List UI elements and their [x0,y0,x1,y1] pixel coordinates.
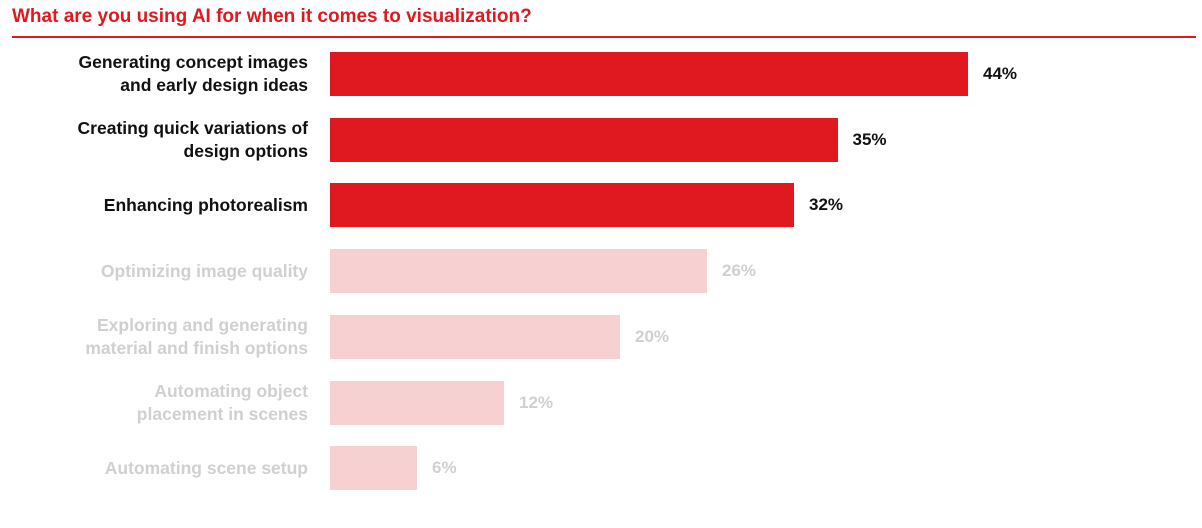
category-label-line: Enhancing photorealism [103,194,308,215]
category-label-line: Creating quick variations of [77,117,308,138]
bar [330,52,968,96]
category-label: Optimizing image quality [0,249,308,293]
bar [330,183,794,228]
value-label: 44% [983,64,1018,83]
category-label-line: Exploring and generating [97,314,308,335]
category-label-line: material and finish options [85,337,308,358]
category-label: Automating scene setup [0,446,308,490]
chart-title: What are you using AI for when it comes … [12,6,532,27]
bar [330,117,838,162]
bar [330,249,707,294]
category-label-line: Automating scene setup [104,457,308,478]
category-label-line: Automating object [154,380,308,401]
category-label-line: design options [183,140,308,161]
value-label: 26% [722,261,757,281]
bar [330,446,417,491]
category-label: Creating quick variations of design optio… [0,118,308,162]
title-underline [12,36,1196,38]
category-label: Exploring and generating material and fin… [0,315,308,359]
value-label: 12% [519,392,554,412]
category-label-line: Generating concept images [78,52,308,72]
bar [330,314,620,359]
category-label: Automating object placement in scenes [0,381,308,425]
category-label-line: Optimizing image quality [100,260,308,281]
bar [330,380,504,425]
category-label: Generating concept images and early desig… [0,52,308,96]
value-label: 20% [635,326,670,346]
category-label: Enhancing photorealism [0,183,308,227]
category-label-line: and early design ideas [120,75,308,95]
category-label-line: placement in scenes [136,403,308,424]
value-label: 6% [432,458,457,478]
value-label: 35% [852,129,887,149]
value-label: 32% [809,195,844,215]
